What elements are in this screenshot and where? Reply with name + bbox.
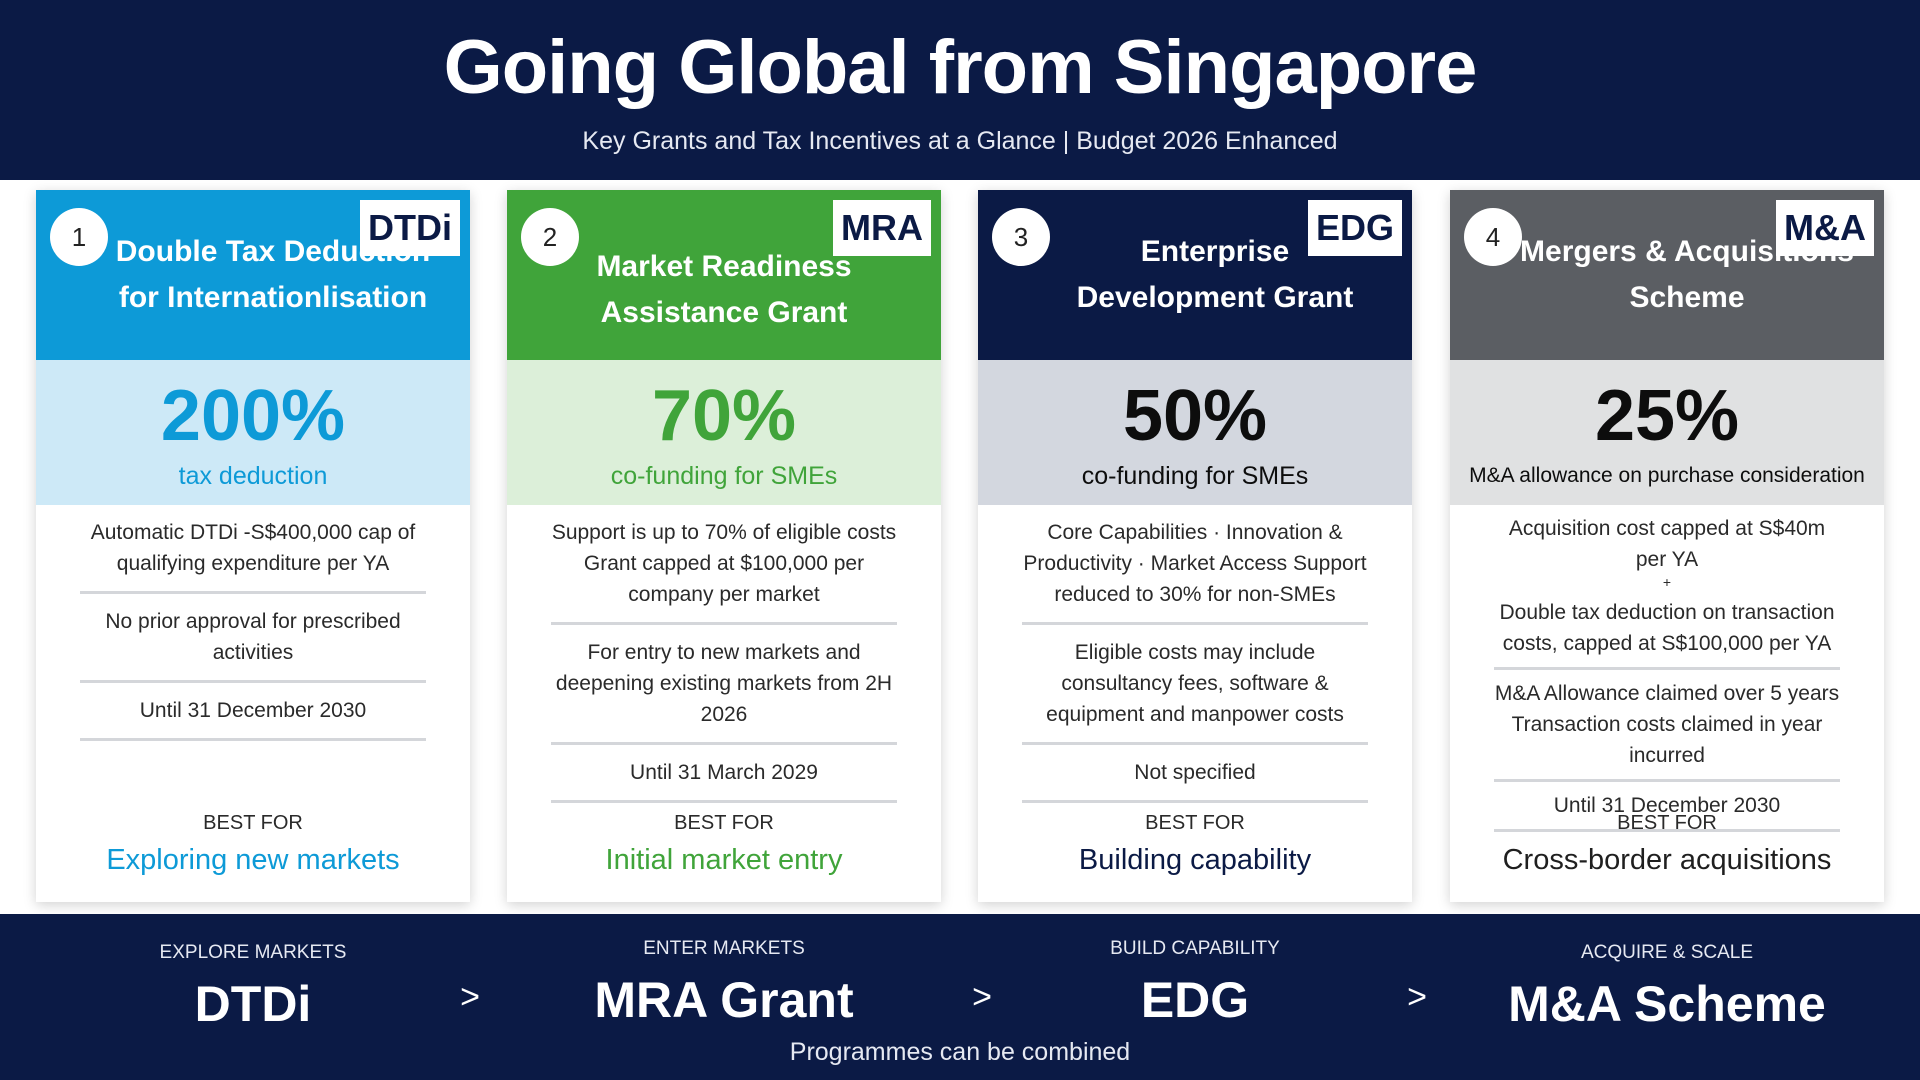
pathway-step-label: BUILD CAPABILITY: [1110, 938, 1280, 959]
pathway-step-value: EDG: [1140, 972, 1250, 1028]
header-banner: Going Global from Singapore Key Grants a…: [0, 0, 1920, 180]
card-ma: 4 Mergers & Acquisitions Scheme M&A 25% …: [1450, 190, 1884, 902]
best-for-value: Building capability: [1078, 844, 1312, 876]
card-number-badge: 4: [1464, 208, 1522, 266]
card-number-badge: 2: [521, 208, 579, 266]
detail-row: Acquisition cost capped at S$40m per YA: [1508, 517, 1826, 571]
pathway-step: EXPLORE MARKETS DTDi: [36, 940, 470, 1034]
detail-row: Core Capabilities · Innovation & Product…: [1022, 505, 1368, 625]
card-stat: 25% M&A allowance on purchase considerat…: [1450, 360, 1884, 505]
detail-row: Eligible costs may include consultancy f…: [1022, 625, 1368, 745]
card-percent: 200%: [160, 376, 346, 456]
pathway-step-label: EXPLORE MARKETS: [159, 942, 347, 963]
best-for: BEST FOR Initial market entry: [507, 810, 941, 902]
card-details: Support is up to 70% of eligible costs G…: [551, 505, 897, 803]
page-subtitle: Key Grants and Tax Incentives at a Glanc…: [582, 127, 1338, 155]
pathway-step-value: MRA Grant: [594, 972, 854, 1028]
card-percent: 70%: [651, 376, 797, 456]
card-percent-label: tax deduction: [178, 462, 328, 490]
card-abbreviation-badge: M&A: [1776, 200, 1874, 256]
card-edg: 3 Enterprise Development Grant EDG 50% c…: [978, 190, 1412, 902]
card-abbreviation-badge: EDG: [1307, 200, 1402, 256]
card-number-badge: 1: [50, 208, 108, 266]
card-header: 4 Mergers & Acquisitions Scheme M&A: [1450, 190, 1884, 360]
card-abbreviation-badge: MRA: [833, 200, 931, 256]
best-for: BEST FOR Cross-border acquisitions: [1450, 810, 1884, 902]
pathway-step-label: ENTER MARKETS: [643, 938, 805, 959]
card-percent-label: co-funding for SMEs: [1081, 462, 1309, 490]
card-percent-label: M&A allowance on purchase consideration: [1469, 464, 1865, 487]
detail-plus: +: [1662, 574, 1672, 590]
page-title: Going Global from Singapore: [443, 25, 1478, 110]
pathway-step: ENTER MARKETS MRA Grant: [507, 936, 941, 1030]
card-percent-label: co-funding for SMEs: [610, 462, 838, 490]
detail-row: No prior approval for prescribed activit…: [80, 594, 426, 683]
detail-row: Support is up to 70% of eligible costs G…: [551, 505, 897, 625]
card-mra: 2 Market Readiness Assistance Grant MRA …: [507, 190, 941, 902]
detail-row: Until 31 March 2029: [551, 745, 897, 803]
combined-note: Programmes can be combined: [789, 1038, 1131, 1066]
pathway-step: BUILD CAPABILITY EDG: [978, 936, 1412, 1030]
pathway-footer: EXPLORE MARKETS DTDi > ENTER MARKETS MRA…: [0, 914, 1920, 1080]
card-title: Market Readiness Assistance Grant: [596, 250, 852, 329]
best-for-label: BEST FOR: [203, 812, 303, 834]
card-details: Core Capabilities · Innovation & Product…: [1022, 505, 1368, 803]
card-abbreviation-badge: DTDi: [360, 200, 460, 256]
card-header: 3 Enterprise Development Grant EDG: [978, 190, 1412, 360]
card-number-badge: 3: [992, 208, 1050, 266]
best-for-value: Exploring new markets: [106, 844, 400, 876]
pathway-step: ACQUIRE & SCALE M&A Scheme: [1450, 940, 1884, 1034]
card-percent: 25%: [1594, 376, 1740, 456]
chevron-right-icon: >: [1407, 978, 1427, 1016]
best-for-label: BEST FOR: [674, 812, 774, 834]
pathway-step-label: ACQUIRE & SCALE: [1580, 942, 1754, 963]
card-percent: 50%: [1122, 376, 1268, 456]
detail-row: Until 31 December 2030: [80, 683, 426, 741]
detail-row: Not specified: [1022, 745, 1368, 803]
card-title: Enterprise Development Grant: [1076, 235, 1354, 314]
best-for-value: Cross-border acquisitions: [1502, 844, 1832, 876]
detail-row: Double tax deduction on transaction cost…: [1494, 589, 1840, 670]
card-dtdi: 1 Double Tax Deduction for Internationli…: [36, 190, 470, 902]
detail-row: Until 31 December 2030: [1494, 782, 1840, 832]
chevron-right-icon: >: [972, 978, 992, 1016]
pathway-step-value: M&A Scheme: [1508, 976, 1826, 1032]
card-stat: 200% tax deduction: [36, 360, 470, 505]
card-header: 2 Market Readiness Assistance Grant MRA: [507, 190, 941, 360]
detail-row: For entry to new markets and deepening e…: [551, 625, 897, 745]
pathway-step-value: DTDi: [194, 976, 312, 1032]
card-details: Acquisition cost capped at S$40m per YA …: [1494, 505, 1840, 832]
detail-row: Automatic DTDi -S$400,000 cap of qualify…: [80, 505, 426, 594]
detail-row: M&A Allowance claimed over 5 years Trans…: [1494, 670, 1840, 782]
best-for-label: BEST FOR: [1145, 812, 1245, 834]
card-stat: 70% co-funding for SMEs: [507, 360, 941, 505]
best-for: BEST FOR Building capability: [978, 810, 1412, 902]
best-for-label: BEST FOR: [1617, 812, 1717, 834]
card-details: Automatic DTDi -S$400,000 cap of qualify…: [80, 505, 426, 741]
card-stat: 50% co-funding for SMEs: [978, 360, 1412, 505]
chevron-right-icon: >: [460, 978, 480, 1016]
card-header: 1 Double Tax Deduction for Internationli…: [36, 190, 470, 360]
best-for: BEST FOR Exploring new markets: [36, 810, 470, 902]
best-for-value: Initial market entry: [605, 844, 843, 876]
